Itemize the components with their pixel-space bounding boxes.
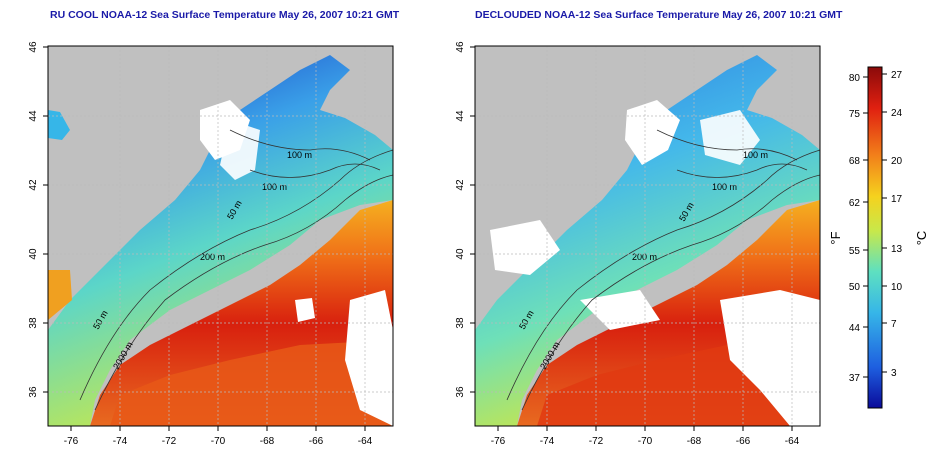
colorbar-f-tick-80: 80 xyxy=(849,73,861,84)
colorbar-tick-marks xyxy=(863,73,887,378)
colorbar-gradient xyxy=(867,66,883,409)
right-lon-tick-74: -74 xyxy=(540,436,555,447)
right-lon-tick-64: -64 xyxy=(785,436,800,447)
left-lon-tick-70: -70 xyxy=(211,436,226,447)
left-gridlines xyxy=(48,46,393,426)
left-contour-label-100m-b: 100 m xyxy=(262,182,287,192)
colorbar-f-tick-44: 44 xyxy=(849,323,861,334)
left-cool-water xyxy=(48,55,393,426)
right-lat-tick-44: 44 xyxy=(455,110,466,122)
right-lat-tick-46: 46 xyxy=(455,41,466,53)
colorbar-f-tick-62: 62 xyxy=(849,198,861,209)
temperature-colorbar: 80 75 68 62 55 50 44 37 27 24 20 17 13 1… xyxy=(828,66,929,409)
left-lat-tick-46: 46 xyxy=(28,41,39,53)
colorbar-f-tick-37: 37 xyxy=(849,373,861,384)
left-lat-tick-40: 40 xyxy=(28,248,39,260)
left-coastal-warm xyxy=(48,270,72,320)
right-cloud-2 xyxy=(490,220,560,275)
right-contour-label-100m-b: 100 m xyxy=(712,182,737,192)
colorbar-c-tick-13: 13 xyxy=(891,244,903,255)
right-lon-tick-68: -68 xyxy=(687,436,702,447)
left-contour-label-100m-a: 100 m xyxy=(287,150,312,160)
right-contour-label-200m: 200 m xyxy=(632,252,657,262)
left-gulf-stream xyxy=(110,340,393,426)
left-lon-tick-76: -76 xyxy=(64,436,79,447)
colorbar-f-tick-68: 68 xyxy=(849,156,861,167)
right-cloud-1 xyxy=(625,100,680,165)
colorbar-c-tick-20: 20 xyxy=(891,156,903,167)
left-cloud-4 xyxy=(295,298,315,322)
right-map-frame xyxy=(474,45,821,427)
left-contour-label-200m: 200 m xyxy=(200,252,225,262)
left-tick-marks xyxy=(43,46,366,431)
left-map-title: RU COOL NOAA-12 Sea Surface Temperature … xyxy=(50,9,400,21)
left-map-frame xyxy=(47,45,394,427)
colorbar-f-tick-75: 75 xyxy=(849,109,861,120)
colorbar-c-tick-27: 27 xyxy=(891,70,903,81)
right-lat-tick-42: 42 xyxy=(455,179,466,191)
colorbar-c-tick-10: 10 xyxy=(891,282,903,293)
right-map: 100 m 100 m 50 m 200 m 50 m 2000 m -76 xyxy=(455,41,821,447)
right-lon-tick-70: -70 xyxy=(638,436,653,447)
right-map-title: DECLOUDED NOAA-12 Sea Surface Temperatur… xyxy=(475,9,843,21)
right-gridlines xyxy=(475,46,820,426)
left-cloud-2 xyxy=(220,120,260,180)
left-lon-tick-64: -64 xyxy=(358,436,373,447)
right-bathymetry-contours xyxy=(506,129,821,411)
colorbar-fahrenheit-label: °F xyxy=(828,231,843,244)
colorbar-c-tick-17: 17 xyxy=(891,194,903,205)
right-lat-tick-38: 38 xyxy=(455,317,466,329)
left-lat-tick-42: 42 xyxy=(28,179,39,191)
left-bathymetry-contours xyxy=(79,129,394,411)
right-lat-tick-40: 40 xyxy=(455,248,466,260)
right-tick-marks xyxy=(470,46,793,431)
colorbar-f-tick-50: 50 xyxy=(849,282,861,293)
right-contour-label-100m-a: 100 m xyxy=(743,150,768,160)
right-lon-tick-76: -76 xyxy=(491,436,506,447)
colorbar-f-tick-55: 55 xyxy=(849,246,861,257)
right-lat-tick-36: 36 xyxy=(455,386,466,398)
left-lat-tick-38: 38 xyxy=(28,317,39,329)
colorbar-celsius-label: °C xyxy=(914,231,929,246)
left-lon-tick-68: -68 xyxy=(260,436,275,447)
left-map: 100 m 100 m 50 m 200 m 50 m 2000 m xyxy=(28,41,394,447)
right-cloud-5 xyxy=(700,110,760,165)
left-lon-tick-66: -66 xyxy=(309,436,324,447)
colorbar-c-tick-24: 24 xyxy=(891,108,903,119)
right-lon-tick-66: -66 xyxy=(736,436,751,447)
right-cloud-4 xyxy=(580,290,660,330)
colorbar-c-tick-3: 3 xyxy=(891,368,897,379)
left-lon-tick-74: -74 xyxy=(113,436,128,447)
colorbar-c-tick-7: 7 xyxy=(891,319,897,330)
left-lat-tick-36: 36 xyxy=(28,386,39,398)
right-lon-tick-72: -72 xyxy=(589,436,604,447)
left-bay-water xyxy=(48,110,70,140)
left-lat-tick-44: 44 xyxy=(28,110,39,122)
left-lon-tick-72: -72 xyxy=(162,436,177,447)
